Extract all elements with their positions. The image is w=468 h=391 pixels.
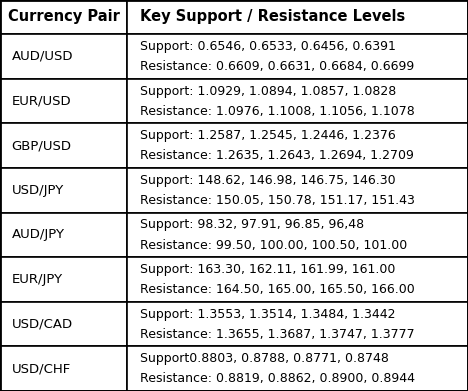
Text: USD/CHF: USD/CHF [12, 362, 71, 375]
Text: AUD/JPY: AUD/JPY [12, 228, 65, 241]
Text: Resistance: 99.50, 100.00, 100.50, 101.00: Resistance: 99.50, 100.00, 100.50, 101.0… [140, 239, 407, 251]
Text: Support: 1.2587, 1.2545, 1.2446, 1.2376: Support: 1.2587, 1.2545, 1.2446, 1.2376 [140, 129, 396, 142]
Bar [0, 212, 127, 257]
Bar [127, 346, 468, 391]
Text: Resistance: 150.05, 150.78, 151.17, 151.43: Resistance: 150.05, 150.78, 151.17, 151.… [140, 194, 415, 207]
Bar [0, 79, 127, 123]
Text: GBP/USD: GBP/USD [12, 139, 72, 152]
Text: AUD/USD: AUD/USD [12, 50, 73, 63]
Bar [0, 0, 127, 34]
Text: Support: 1.0929, 1.0894, 1.0857, 1.0828: Support: 1.0929, 1.0894, 1.0857, 1.0828 [140, 84, 396, 98]
Text: USD/CAD: USD/CAD [12, 317, 73, 330]
Bar [127, 34, 468, 79]
Bar [127, 302, 468, 346]
Text: USD/JPY: USD/JPY [12, 184, 64, 197]
Bar [0, 34, 127, 79]
Text: Support: 163.30, 162.11, 161.99, 161.00: Support: 163.30, 162.11, 161.99, 161.00 [140, 263, 395, 276]
Bar [0, 168, 127, 212]
Bar [0, 346, 127, 391]
Text: EUR/JPY: EUR/JPY [12, 273, 63, 286]
Bar [0, 302, 127, 346]
Text: Resistance: 1.0976, 1.1008, 1.1056, 1.1078: Resistance: 1.0976, 1.1008, 1.1056, 1.10… [140, 105, 415, 118]
Bar [127, 123, 468, 168]
Text: Support: 1.3553, 1.3514, 1.3484, 1.3442: Support: 1.3553, 1.3514, 1.3484, 1.3442 [140, 308, 395, 321]
Bar [127, 79, 468, 123]
Text: Currency Pair: Currency Pair [7, 9, 120, 25]
Text: Support: 148.62, 146.98, 146.75, 146.30: Support: 148.62, 146.98, 146.75, 146.30 [140, 174, 395, 187]
Text: Support: 98.32, 97.91, 96.85, 96,48: Support: 98.32, 97.91, 96.85, 96,48 [140, 219, 364, 231]
Text: Resistance: 164.50, 165.00, 165.50, 166.00: Resistance: 164.50, 165.00, 165.50, 166.… [140, 283, 415, 296]
Bar [0, 123, 127, 168]
Bar [127, 212, 468, 257]
Text: Resistance: 1.3655, 1.3687, 1.3747, 1.3777: Resistance: 1.3655, 1.3687, 1.3747, 1.37… [140, 328, 415, 341]
Bar [127, 168, 468, 212]
Bar [0, 257, 127, 302]
Text: Key Support / Resistance Levels: Key Support / Resistance Levels [140, 9, 405, 25]
Text: Support: 0.6546, 0.6533, 0.6456, 0.6391: Support: 0.6546, 0.6533, 0.6456, 0.6391 [140, 40, 396, 53]
Bar [127, 257, 468, 302]
Text: Resistance: 1.2635, 1.2643, 1.2694, 1.2709: Resistance: 1.2635, 1.2643, 1.2694, 1.27… [140, 149, 414, 162]
Text: Support0.8803, 0.8788, 0.8771, 0.8748: Support0.8803, 0.8788, 0.8771, 0.8748 [140, 352, 389, 365]
Text: Resistance: 0.8819, 0.8862, 0.8900, 0.8944: Resistance: 0.8819, 0.8862, 0.8900, 0.89… [140, 373, 415, 386]
Bar [127, 0, 468, 34]
Text: EUR/USD: EUR/USD [12, 95, 71, 108]
Text: Resistance: 0.6609, 0.6631, 0.6684, 0.6699: Resistance: 0.6609, 0.6631, 0.6684, 0.66… [140, 60, 414, 73]
